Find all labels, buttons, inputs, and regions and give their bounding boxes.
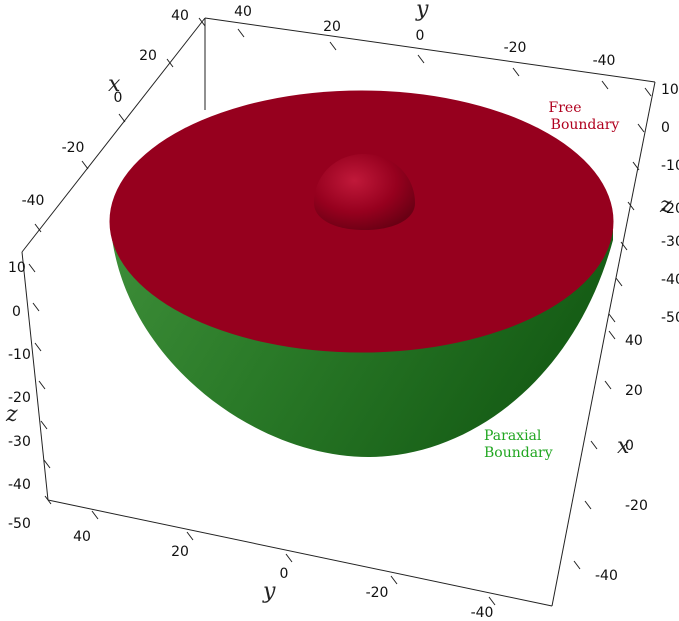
left-z-tick-label: -40: [8, 477, 31, 493]
right-z-tick-mark: [615, 277, 623, 287]
top-y-tick-label: 40: [234, 4, 252, 20]
top-y-tick-mark: [512, 67, 520, 77]
right-z-tick-mark: [632, 161, 640, 171]
right-x-tick-label: -40: [595, 568, 618, 584]
left-z-tick-mark: [28, 263, 36, 273]
top-y-tick-label: -40: [593, 53, 616, 69]
right-x-tick-mark: [604, 380, 612, 390]
bottom-y-tick-mark: [488, 596, 496, 606]
right-z-tick-mark: [620, 241, 628, 251]
bottom-y-tick-mark: [91, 510, 99, 520]
left-z-tick-label: -20: [8, 390, 31, 406]
left-z-axis-line: [21, 251, 49, 501]
left-z-tick-mark: [32, 302, 40, 312]
bottom-y-axis-name: y: [262, 579, 276, 604]
right-z-tick-mark: [608, 313, 616, 323]
top-y-axis-name: y: [415, 0, 429, 22]
top-y-tick-mark: [601, 80, 609, 90]
right-z-tick-label: -40: [661, 272, 679, 288]
bottom-y-tick-label: 20: [171, 544, 189, 560]
right-x-tick-label: 40: [625, 333, 643, 349]
top-y-axis-line: [204, 17, 656, 83]
bottom-y-tick-label: -20: [366, 585, 389, 601]
right-z-tick-label: -10: [661, 158, 679, 174]
left-z-tick-label: 0: [12, 304, 21, 320]
top-y-tick-mark: [417, 54, 425, 64]
bottom-y-tick-mark: [285, 553, 293, 563]
left-z-axis-name: z: [5, 402, 18, 427]
left-z-tick-label: -50: [8, 516, 31, 532]
top-x-tick-mark: [34, 223, 42, 233]
paraxial-boundary-label-line2: Boundary: [484, 445, 553, 461]
axis-ticks: 40 20 0 -20 -40 40 20 0 -20 -40 10 0 -10 -20 -30 -40 -50…: [8, 4, 679, 621]
right-z-tick-label: -50: [661, 310, 679, 326]
left-z-tick-label: -10: [8, 347, 31, 363]
top-x-tick-label: 20: [139, 48, 157, 64]
right-z-tick-label: -30: [661, 234, 679, 250]
left-z-tick-mark: [38, 380, 46, 390]
paraxial-boundary-label-line1: Paraxial: [484, 428, 542, 444]
right-z-tick-label: -20: [661, 201, 679, 217]
free-boundary-label-line2: Boundary: [551, 117, 620, 133]
right-x-tick-mark: [584, 500, 592, 510]
free-boundary-label-line1: Free: [549, 100, 582, 116]
top-x-tick-label: -20: [62, 140, 85, 156]
right-z-tick-mark: [637, 123, 645, 133]
left-z-tick-label: 10: [8, 260, 26, 276]
left-z-tick-mark: [43, 459, 51, 469]
right-x-tick-label: -20: [625, 498, 648, 514]
bottom-y-tick-label: -40: [471, 605, 494, 621]
top-x-tick-label: 40: [171, 8, 189, 24]
bottom-y-tick-label: 40: [73, 529, 91, 545]
top-x-tick-label: -40: [22, 193, 45, 209]
axis-frame: [21, 17, 656, 607]
right-x-axis-name: x: [617, 434, 630, 459]
right-z-tick-label: 10: [661, 82, 679, 98]
top-x-tick-mark: [118, 113, 126, 123]
left-z-tick-mark: [44, 495, 52, 505]
top-y-tick-label: 20: [323, 19, 341, 35]
right-z-axis-line: [607, 81, 656, 319]
bottom-y-tick-mark: [186, 531, 194, 541]
top-y-tick-mark: [329, 41, 337, 51]
right-z-tick-mark: [644, 87, 652, 97]
left-z-tick-mark: [40, 420, 48, 430]
right-z-tick-label: 0: [661, 120, 670, 136]
left-z-tick-label: -30: [8, 434, 31, 450]
top-x-tick-mark: [166, 58, 174, 68]
right-x-tick-mark: [608, 330, 616, 340]
top-y-tick-label: 0: [416, 28, 425, 44]
right-x-axis-line: [551, 317, 609, 607]
right-z-tick-mark: [627, 201, 635, 211]
top-y-tick-mark: [237, 28, 245, 38]
bottom-y-tick-mark: [390, 575, 398, 585]
right-x-tick-mark: [573, 560, 581, 570]
right-x-tick-label: 0: [625, 438, 634, 454]
right-z-axis-name: z: [659, 193, 672, 218]
right-x-tick-label: 20: [625, 383, 643, 399]
top-x-tick-mark: [198, 17, 206, 27]
bottom-y-axis-line: [47, 499, 553, 607]
dome-surface: [314, 154, 415, 230]
top-x-tick-mark: [81, 160, 89, 170]
top-x-axis-line: [21, 17, 206, 253]
top-y-tick-label: -20: [504, 40, 527, 56]
top-x-axis-name: x: [108, 72, 121, 97]
bottom-y-tick-label: 0: [280, 566, 289, 582]
left-z-tick-mark: [34, 342, 42, 352]
right-x-tick-mark: [590, 440, 598, 450]
top-x-tick-label: 0: [114, 90, 123, 106]
